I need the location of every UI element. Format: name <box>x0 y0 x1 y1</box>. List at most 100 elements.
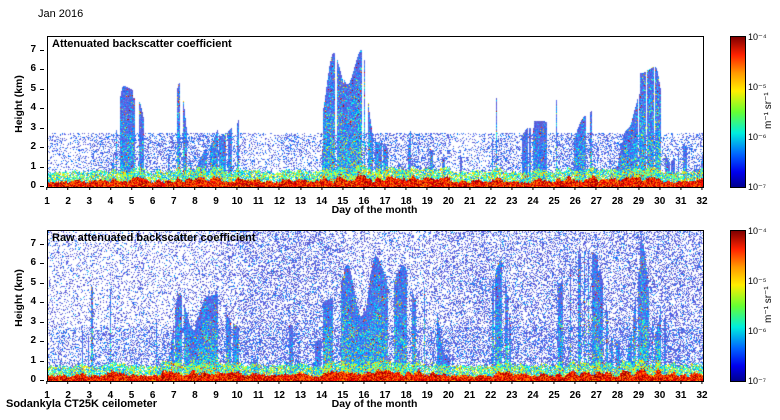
tick-mark <box>680 187 682 190</box>
x-tick: 12 <box>274 381 285 403</box>
tick-label: 10 <box>231 196 243 207</box>
tick-label: 9 <box>213 196 219 207</box>
tick-mark <box>490 187 492 190</box>
tick-mark <box>701 187 703 190</box>
tick-label: 11 <box>252 390 264 401</box>
tick-mark <box>40 88 44 90</box>
colorbar <box>730 36 746 188</box>
x-tick: 5 <box>129 187 134 209</box>
tick-mark <box>131 381 133 384</box>
tick-mark <box>321 381 323 384</box>
x-tick: 21 <box>464 381 475 403</box>
colorbar-unit-label: m⁻¹ sr⁻¹ <box>763 92 774 130</box>
tick-label: 4 <box>30 102 36 114</box>
tick-mark <box>215 381 217 384</box>
x-tick: 13 <box>295 381 306 403</box>
tick-mark <box>384 187 386 190</box>
x-tick: 17 <box>380 187 391 209</box>
x-tick: 25 <box>549 187 560 209</box>
x-tick: 23 <box>506 187 517 209</box>
x-tick: 1 <box>44 187 50 209</box>
y-tick: 6 <box>0 63 45 75</box>
tick-mark <box>616 381 618 384</box>
tick-label: 2 <box>65 390 71 401</box>
tick-label: 4 <box>107 390 114 401</box>
tick-label: 22 <box>485 196 497 207</box>
tick-mark <box>236 187 238 190</box>
tick-mark <box>215 187 217 190</box>
tick-mark <box>173 381 175 384</box>
tick-label: 5 <box>128 390 135 401</box>
colorbar-tick-label: 10⁻⁶ <box>748 132 767 142</box>
tick-mark <box>638 381 640 384</box>
tick-label: 2 <box>65 196 71 207</box>
colorbar-unit-label: m⁻¹ sr⁻¹ <box>763 286 774 324</box>
tick-label: 2 <box>30 335 36 347</box>
tick-label: 24 <box>527 390 539 401</box>
tick-label: 23 <box>506 196 518 207</box>
tick-mark <box>40 49 44 51</box>
x-tick: 9 <box>213 187 219 209</box>
x-tick: 26 <box>570 187 581 209</box>
tick-label: 23 <box>506 390 518 401</box>
tick-mark <box>532 381 534 384</box>
x-tick: 30 <box>654 381 665 403</box>
tick-label: 17 <box>379 196 391 207</box>
tick-label: 28 <box>611 196 624 207</box>
tick-label: 29 <box>633 390 645 401</box>
tick-label: 26 <box>569 196 581 207</box>
tick-mark <box>574 381 576 384</box>
x-tick: 2 <box>65 187 71 209</box>
tick-mark <box>511 381 513 384</box>
tick-label: 26 <box>569 390 581 401</box>
y-tick: 3 <box>0 122 45 134</box>
y-tick: 2 <box>0 141 45 153</box>
tick-label: 7 <box>170 390 177 401</box>
tick-mark <box>109 187 111 190</box>
y-tick: 0 <box>0 374 45 386</box>
tick-mark <box>40 380 44 381</box>
tick-label: 3 <box>86 196 93 207</box>
tick-mark <box>40 263 44 265</box>
x-tick: 11 <box>253 187 264 209</box>
x-tick: 20 <box>443 187 454 209</box>
x-tick: 20 <box>443 381 454 403</box>
x-tick: 22 <box>485 381 496 403</box>
y-tick: 5 <box>0 83 45 95</box>
tick-label: 15 <box>337 390 349 401</box>
colorbar-tick-label: 10⁻⁵ <box>748 276 767 286</box>
tick-mark <box>532 187 534 190</box>
tick-label: 11 <box>252 196 264 207</box>
tick-mark <box>405 187 407 190</box>
x-tick: 9 <box>213 381 219 403</box>
tick-label: 32 <box>696 196 708 207</box>
tick-label: 18 <box>400 196 412 207</box>
tick-mark <box>384 381 386 384</box>
x-tick: 27 <box>591 381 602 403</box>
x-tick: 28 <box>612 381 623 403</box>
x-tick: 3 <box>86 187 92 209</box>
x-tick: 6 <box>150 187 155 209</box>
tick-label: 19 <box>421 390 433 401</box>
x-tick: 23 <box>506 381 517 403</box>
tick-label: 22 <box>485 390 497 401</box>
y-tick: 5 <box>0 277 45 289</box>
y-axis-ticks: 0 1 2 3 4 5 6 7 <box>0 36 45 191</box>
tick-mark <box>40 108 44 110</box>
x-tick: 8 <box>192 381 198 403</box>
tick-label: 0 <box>30 180 36 191</box>
tick-label: 13 <box>294 196 307 207</box>
x-tick: 28 <box>612 187 623 209</box>
tick-mark <box>152 187 154 190</box>
x-tick: 10 <box>232 187 243 209</box>
plot-area <box>47 230 704 382</box>
tick-mark <box>616 187 618 190</box>
tick-label: 6 <box>30 257 36 269</box>
x-tick: 13 <box>295 187 306 209</box>
tick-mark <box>236 381 238 384</box>
tick-mark <box>67 381 69 384</box>
tick-label: 32 <box>696 390 708 401</box>
x-tick: 25 <box>549 381 560 403</box>
tick-label: 30 <box>654 390 666 401</box>
tick-mark <box>40 302 44 304</box>
